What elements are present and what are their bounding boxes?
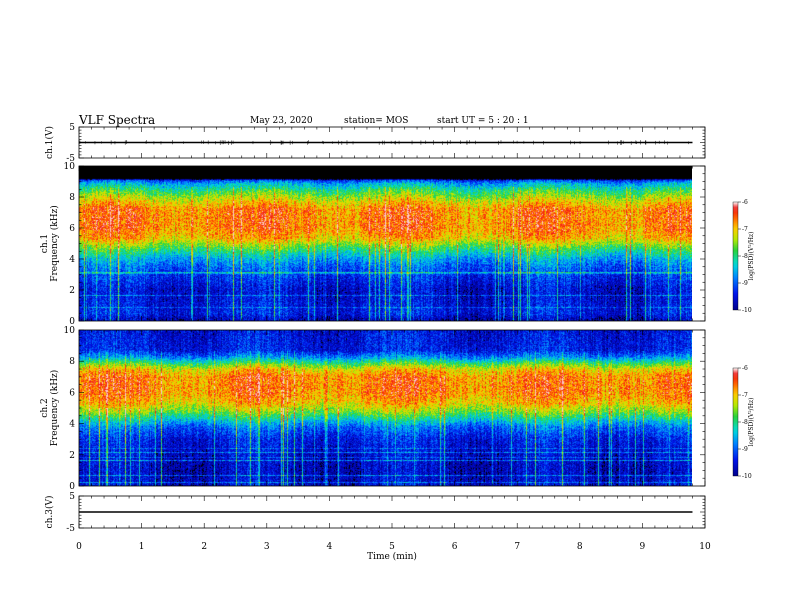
ch1_spectrogram-ytick-label: 10 <box>64 162 76 172</box>
ch1_spectrogram-ytick-label: 0 <box>69 317 75 327</box>
time-tick-label: 6 <box>452 542 458 552</box>
ch1_spectrogram-ytick-label: 8 <box>69 193 75 203</box>
ch1_spectrogram-ytick-label: 2 <box>69 286 75 296</box>
ch3_waveform-ylabel: ch.3(V) <box>44 496 55 529</box>
ch2_spectrogram-colorbar-label: log(PSD)(V²/Hz) <box>748 398 755 447</box>
ch2_spectrogram-colorbar-tick-label: -8 <box>742 419 748 426</box>
ch2_spectrogram-colorbar <box>732 367 739 477</box>
ch1_spectrogram-colorbar-tick-label: -6 <box>742 199 748 206</box>
ch1_spectrogram-colorbar-tick-label: -7 <box>742 226 748 233</box>
ch1_spectrogram-colorbar <box>732 201 739 311</box>
figure-station: station= MOS <box>344 116 408 126</box>
time-tick-label: 4 <box>327 542 333 552</box>
ch1_spectrogram-colorbar-tick-label: -10 <box>742 307 752 314</box>
time-tick-label: 0 <box>76 542 82 552</box>
ch1_waveform-ytick-label: -5 <box>66 154 75 164</box>
time-tick-label: 9 <box>640 542 646 552</box>
ch2_spectrogram-ytick-label: 10 <box>64 326 76 336</box>
ch1_spectrogram-colorbar-label: log(PSD)(V²/Hz) <box>748 232 755 281</box>
ch1_waveform-ylabel: ch.1(V) <box>44 126 55 159</box>
ch1-waveform-panel: 5 -5 ch.1(V) <box>44 123 706 164</box>
ch3_waveform-ytick-label: -5 <box>66 524 75 534</box>
ch2_spectrogram-colorbar-tick-label: -9 <box>742 446 748 453</box>
ch2_spectrogram-colorbar-tick-label: -6 <box>742 365 748 372</box>
ch2_spectrogram-ytick-label: 2 <box>69 451 75 461</box>
time-tick-label: 2 <box>201 542 207 552</box>
ch2_spectrogram-ytick-label: 4 <box>69 420 75 430</box>
ch1_spectrogram-ytick-label: 4 <box>69 255 75 265</box>
figure-start-time: start UT = 5 : 20 : 1 <box>437 116 529 126</box>
time-axis-label: Time (min) <box>367 551 417 562</box>
ch1_waveform-ytick-label: 5 <box>69 123 75 133</box>
ch1_spectrogram-ytick-label: 6 <box>69 224 75 234</box>
ch2-spectrogram-panel: 0 2 4 6 8 10 ch.2Frequency (kHz) <box>40 326 706 492</box>
ch1-spectrogram-panel: 0 2 4 6 8 10 ch.1Frequency (kHz) <box>40 162 706 327</box>
ch1-spectrogram-image <box>79 166 692 321</box>
ch3_waveform-ytick-label: 5 <box>69 492 75 502</box>
time-tick-label: 1 <box>139 542 145 552</box>
ch2_spectrogram-ytick-label: 6 <box>69 388 75 398</box>
colorbars: -6 -7 -8 -9 -10 log(PSD)(V²/Hz) -6 -7 -8 -9 -10 log… <box>732 199 755 480</box>
time-tick-label: 10 <box>699 542 711 552</box>
ch2-spectrogram-image <box>79 330 692 486</box>
ch2_spectrogram-colorbar-tick-label: -10 <box>742 473 752 480</box>
ch1_spectrogram-ylabel: ch.1Frequency (kHz) <box>40 205 60 282</box>
ch1_spectrogram-colorbar-tick-label: -9 <box>742 280 748 287</box>
ch2_spectrogram-ylabel: ch.2Frequency (kHz) <box>40 370 60 447</box>
time-tick-label: 5 <box>389 542 395 552</box>
ch1_spectrogram-colorbar-tick-label: -8 <box>742 253 748 260</box>
time-tick-label: 8 <box>577 542 583 552</box>
figure-date: May 23, 2020 <box>250 116 313 126</box>
figure-title: VLF Spectra <box>78 113 155 127</box>
ch2_spectrogram-ytick-label: 8 <box>69 357 75 367</box>
time-tick-label: 7 <box>514 542 520 552</box>
ch2_spectrogram-colorbar-tick-label: -7 <box>742 392 748 399</box>
ch2_spectrogram-ytick-label: 0 <box>69 482 75 492</box>
ch3-waveform-panel: 5 -5 ch.3(V) 0 1 2 3 4 5 6 7 8 9 10 Time (min) <box>44 492 711 562</box>
time-tick-label: 3 <box>264 542 270 552</box>
